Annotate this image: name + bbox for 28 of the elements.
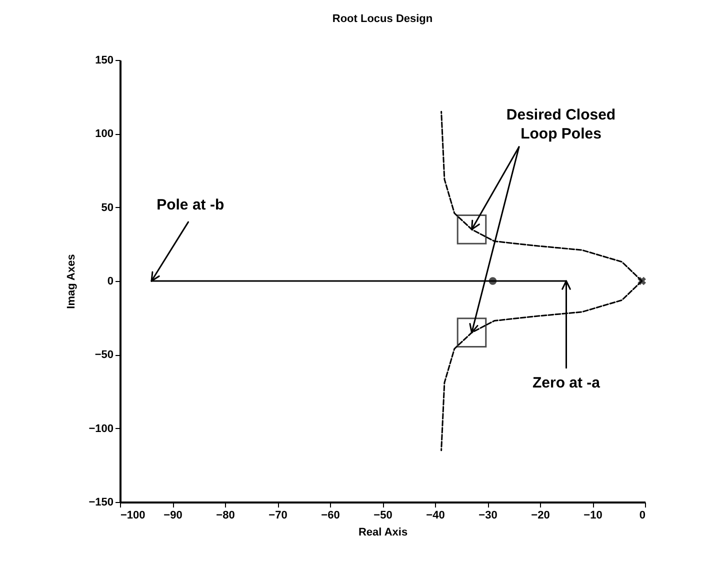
x-tick-label: −100	[120, 510, 146, 522]
y-tick-label: −100	[88, 422, 114, 435]
annotation: Desired Closed Loop Poles	[506, 106, 616, 143]
annotation: Pole at -b	[156, 196, 224, 214]
y-axis-title: Imag Axes	[66, 254, 78, 309]
annotation: Zero at -a	[532, 374, 601, 392]
x-tick-label: −30	[478, 510, 498, 522]
x-tick-label: −70	[268, 510, 288, 522]
point	[638, 276, 646, 286]
y-tick-label: 150	[95, 54, 114, 66]
x-tick-label: −50	[374, 510, 392, 522]
x-tick-label: −10	[584, 510, 602, 522]
y-tick-label: 0	[107, 276, 114, 288]
x-axis-title: Real Axis	[358, 526, 408, 538]
point	[456, 318, 487, 348]
y-tick-label: −150	[88, 496, 114, 508]
x-tick-label: −90	[164, 510, 182, 522]
chart-title: Root Locus Design	[332, 13, 433, 25]
x-tick-label: −80	[216, 510, 235, 522]
x-tick-label: −60	[321, 510, 340, 522]
x-tick-label: 0	[639, 510, 646, 522]
x-tick-label: −40	[426, 510, 445, 522]
point	[456, 214, 487, 244]
y-tick-label: 100	[95, 128, 114, 140]
y-tick-label: −50	[94, 349, 114, 362]
point	[488, 277, 497, 285]
x-tick-label: −20	[531, 510, 550, 522]
y-tick-label: 50	[101, 202, 114, 214]
